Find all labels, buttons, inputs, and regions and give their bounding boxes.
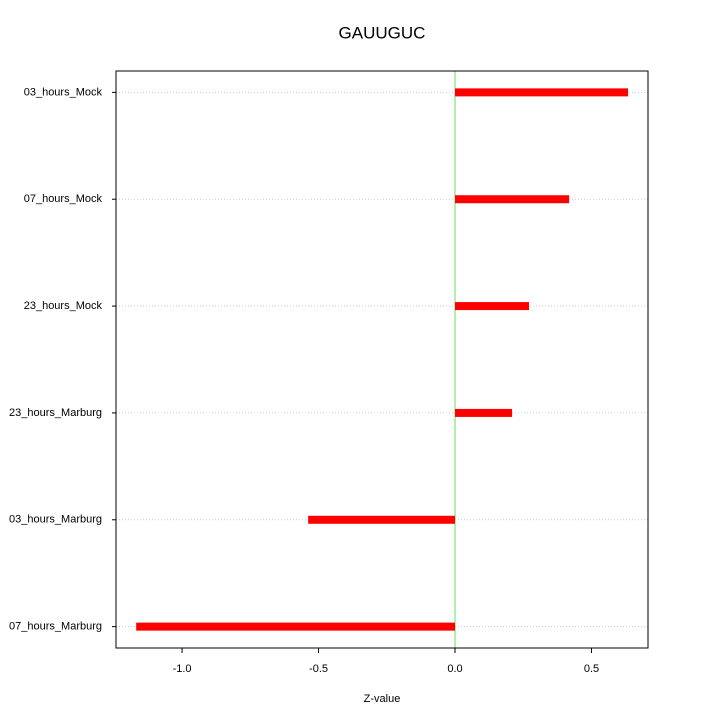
y-tick-label: 23_hours_Marburg [9, 407, 102, 419]
plot-frame [115, 70, 649, 649]
y-tick-label: 03_hours_Mock [24, 86, 103, 98]
x-axis-label: Z-value [364, 693, 401, 705]
bar [136, 622, 456, 631]
bar [455, 302, 529, 311]
y-tick-label: 23_hours_Mock [24, 300, 103, 312]
bar [455, 195, 570, 204]
bar [455, 408, 513, 417]
x-tick-label: -1.0 [173, 663, 192, 675]
x-tick-label: -0.5 [309, 663, 328, 675]
bar [455, 88, 629, 97]
y-tick-label: 07_hours_Marburg [9, 621, 102, 633]
y-tick-label: 03_hours_Marburg [9, 514, 102, 526]
y-tick-label: 07_hours_Mock [24, 193, 103, 205]
x-tick-label: 0.5 [584, 663, 599, 675]
bar [308, 515, 456, 524]
x-tick-label: 0.0 [447, 663, 462, 675]
chart-title: GAUUGUC [339, 23, 426, 42]
